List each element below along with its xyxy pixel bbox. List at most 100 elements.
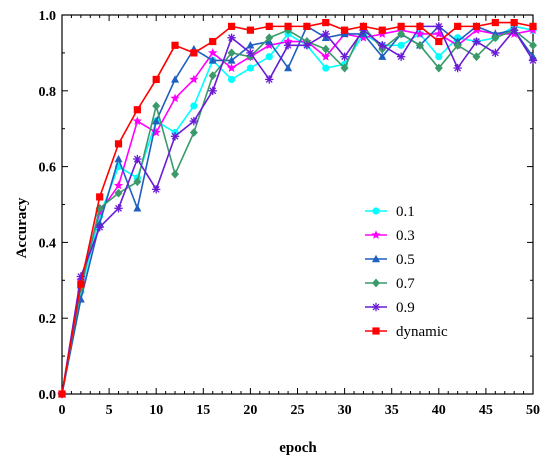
data-point-0-5: [208, 56, 217, 64]
x-tick-label: 25: [291, 403, 305, 418]
y-tick-label: 1.0: [39, 9, 57, 24]
data-point-dynamic: [416, 22, 424, 30]
data-point-0-7: [434, 63, 443, 73]
legend-marker: [372, 278, 380, 288]
series-0-5: [58, 22, 537, 398]
data-point-dynamic: [190, 49, 198, 57]
data-point-0-1: [435, 53, 443, 61]
data-point-0-3: [321, 51, 331, 61]
data-point-dynamic: [284, 22, 292, 30]
series-layer: [57, 18, 538, 399]
legend-item-0-3: 0.3: [365, 228, 415, 244]
data-point-0-7: [208, 71, 217, 81]
data-point-0-9: [491, 48, 500, 58]
data-point-0-3: [264, 40, 274, 50]
data-point-0-9: [152, 185, 161, 194]
axes: 0 5 10 15 20 25 30 35 40 45 50 0.0 0.2 0.4 0.6 0.8 1.0: [39, 9, 541, 418]
legend-item-0-7: 0.7: [365, 276, 415, 292]
data-point-0-1: [246, 64, 254, 72]
data-point-0-9: [472, 37, 481, 46]
data-point-0-7: [472, 52, 481, 62]
data-point-0-9: [453, 63, 462, 73]
data-point-0-5: [114, 154, 123, 163]
legend-item-0-5: 0.5: [365, 252, 415, 268]
data-point-0-7: [453, 40, 462, 50]
data-point-0-3: [189, 74, 199, 84]
data-point-0-7: [152, 101, 161, 111]
data-point-0-7: [227, 48, 236, 58]
y-tick-label: 0.6: [39, 161, 57, 176]
data-point-0-9: [509, 25, 519, 35]
data-point-0-3: [415, 29, 425, 38]
series-line-0-7: [61, 25, 534, 395]
data-point-0-3: [113, 180, 124, 190]
data-point-dynamic: [303, 22, 311, 30]
data-point-dynamic: [77, 280, 85, 288]
legend-item-dynamic: dynamic: [365, 324, 448, 340]
data-point-0-7: [133, 177, 142, 187]
legend-label: 0.9: [396, 300, 415, 316]
legend-item-0-1: 0.1: [365, 204, 415, 220]
data-point-dynamic: [96, 193, 104, 201]
x-axis-title: epoch: [279, 440, 317, 456]
data-point-dynamic: [114, 140, 123, 148]
data-point-0-7: [189, 128, 198, 137]
data-point-0-5: [227, 56, 236, 64]
series-0-9: [57, 22, 538, 399]
legend-label: dynamic: [396, 324, 448, 340]
data-point-dynamic: [58, 390, 66, 398]
data-point-0-9: [283, 41, 293, 50]
series-0-3: [57, 25, 538, 398]
x-tick-label: 50: [526, 403, 540, 418]
data-point-dynamic: [265, 22, 273, 30]
legend-label: 0.3: [396, 228, 415, 244]
data-point-0-3: [208, 48, 218, 57]
series-dynamic: [58, 18, 537, 398]
data-point-0-9: [340, 52, 349, 61]
data-point-0-3: [358, 32, 369, 42]
series-0-1: [58, 22, 537, 398]
data-point-dynamic: [227, 22, 236, 30]
plot-frame: [61, 14, 534, 395]
data-point-dynamic: [378, 26, 386, 34]
data-point-dynamic: [209, 37, 217, 46]
data-point-dynamic: [152, 75, 160, 84]
data-point-0-5: [246, 41, 255, 49]
y-axis-title: Accuracy: [14, 197, 30, 258]
y-tick-label: 0.2: [39, 312, 57, 327]
x-tick-label: 35: [385, 403, 399, 418]
y-tick-label: 0.8: [39, 85, 57, 100]
legend: 0.1 0.3 0.5 0.7 0.9 dynamic: [365, 204, 448, 340]
data-point-0-7: [491, 33, 500, 43]
data-point-0-9: [302, 41, 312, 50]
data-point-0-5: [378, 52, 387, 60]
data-point-0-5: [171, 75, 180, 83]
y-tick-label: 0.0: [39, 388, 57, 403]
x-tick-label: 20: [243, 403, 257, 418]
data-point-0-9: [189, 116, 199, 126]
data-point-0-9: [227, 33, 236, 42]
data-point-0-9: [95, 223, 104, 232]
data-point-0-9: [133, 154, 142, 164]
legend-label: 0.5: [396, 252, 415, 268]
data-point-dynamic: [491, 18, 499, 27]
legend-item-0-9: 0.9: [365, 300, 415, 316]
data-point-0-7: [265, 33, 274, 43]
data-point-0-9: [378, 41, 387, 50]
data-point-dynamic: [454, 22, 462, 30]
data-point-0-9: [246, 48, 255, 58]
data-point-dynamic: [529, 22, 537, 30]
data-point-0-3: [170, 93, 180, 103]
data-point-0-9: [434, 22, 443, 31]
data-point-0-1: [227, 75, 236, 84]
x-tick-label: 45: [479, 403, 493, 418]
data-point-0-5: [152, 116, 161, 125]
data-point-0-9: [170, 132, 180, 141]
legend-label: 0.7: [396, 276, 415, 292]
data-point-0-1: [322, 64, 330, 72]
data-point-0-7: [340, 63, 349, 73]
data-point-0-5: [284, 63, 293, 72]
data-point-0-9: [528, 56, 538, 65]
data-point-dynamic: [510, 18, 518, 27]
data-point-dynamic: [171, 41, 179, 49]
